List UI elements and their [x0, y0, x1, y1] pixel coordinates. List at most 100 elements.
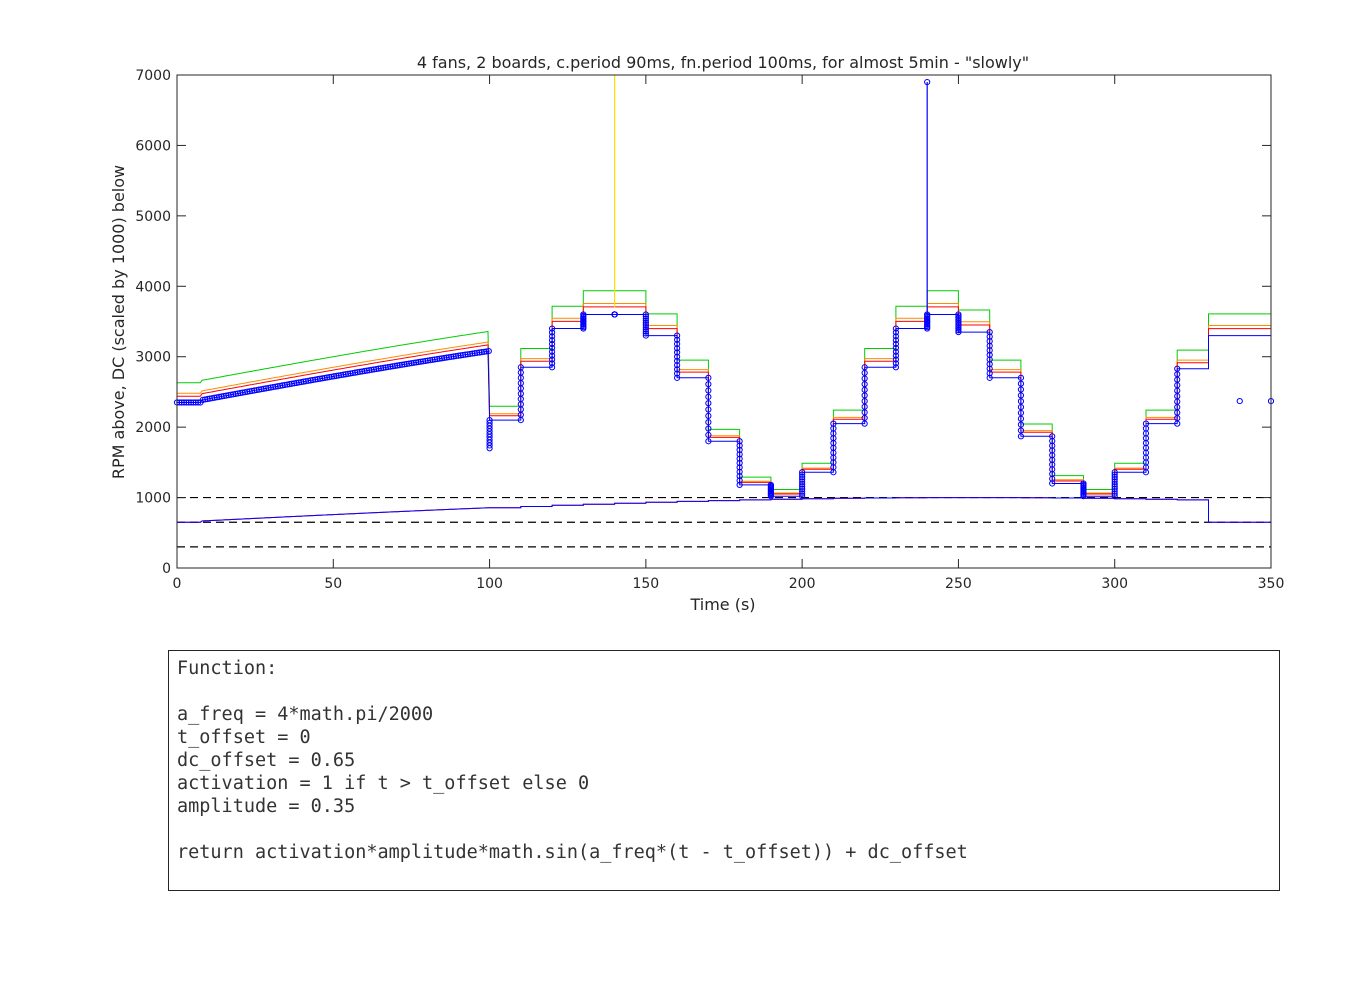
blue-marker	[548, 348, 556, 355]
y-tick-label: 0	[162, 561, 171, 577]
blue-marker	[736, 464, 743, 471]
blue-marker	[892, 340, 900, 348]
axes-box	[176, 74, 1272, 569]
series-blue-dc	[177, 497, 1271, 523]
code-line: Function:	[177, 658, 278, 679]
blue-marker	[736, 468, 743, 475]
blue-marker	[548, 344, 556, 352]
blue-marker	[892, 356, 900, 363]
blue-marker	[1111, 469, 1118, 476]
blue-marker	[736, 442, 743, 449]
blue-marker	[548, 325, 556, 332]
blue-marker	[705, 419, 712, 426]
blue-marker	[548, 329, 556, 336]
blue-marker	[892, 364, 900, 371]
blue-marker	[705, 381, 712, 388]
blue-marker	[1017, 386, 1025, 393]
blue-marker	[705, 400, 712, 407]
function-code-box: Function: a_freq = 4*math.pi/2000 t_offse…	[168, 650, 1280, 891]
x-tick-label: 0	[173, 576, 182, 592]
blue-marker	[642, 328, 649, 335]
blue-marker	[674, 374, 681, 381]
y-tick-label: 5000	[135, 209, 171, 225]
blue-marker	[986, 361, 993, 368]
blue-marker	[642, 332, 649, 339]
blue-marker	[642, 317, 649, 324]
blue-marker	[674, 357, 681, 365]
blue-marker	[767, 493, 774, 500]
blue-marker	[955, 328, 962, 336]
y-tick-label: 6000	[135, 138, 171, 154]
blue-marker	[892, 344, 900, 352]
blue-marker	[1017, 409, 1025, 417]
chart-title: 4 fans, 2 boards, c.period 90ms, fn.peri…	[417, 53, 1029, 72]
blue-marker	[674, 362, 681, 369]
blue-marker	[705, 431, 712, 438]
blue-marker	[736, 455, 743, 462]
blue-marker	[642, 324, 649, 331]
blue-marker	[892, 352, 900, 359]
blue-marker	[485, 348, 492, 355]
blue-marker	[642, 326, 649, 333]
y-tick-label: 4000	[135, 279, 171, 295]
blue-marker	[705, 387, 712, 394]
blue-marker	[986, 365, 993, 372]
blue-marker	[548, 340, 556, 348]
blue-marker	[642, 313, 649, 320]
blue-marker	[705, 425, 712, 432]
blue-marker	[183, 399, 190, 406]
blue-marker	[580, 311, 587, 318]
blue-marker	[1017, 398, 1025, 405]
blue-marker	[642, 330, 649, 337]
blue-marker	[674, 370, 681, 377]
blue-marker	[642, 311, 649, 318]
blue-marker	[674, 345, 681, 352]
blue-marker	[674, 349, 681, 356]
blue-marker	[548, 333, 556, 340]
blue-marker	[1017, 374, 1025, 381]
blue-marker	[986, 351, 993, 359]
blue-marker	[548, 364, 556, 371]
blue-marker	[736, 438, 743, 445]
code-line: t_offset = 0	[177, 727, 311, 748]
blue-marker	[1017, 421, 1025, 428]
blue-marker	[892, 360, 900, 367]
blue-marker	[1111, 471, 1118, 478]
code-line	[177, 818, 1279, 841]
blue-marker	[1017, 415, 1025, 422]
blue-marker	[180, 399, 188, 406]
blue-marker	[1017, 433, 1025, 440]
blue-marker	[799, 471, 806, 478]
blue-marker	[548, 337, 556, 344]
y-tick-label: 1000	[135, 491, 171, 507]
x-axis-label: Time (s)	[689, 595, 755, 614]
blue-marker	[1017, 427, 1025, 434]
blue-marker	[185, 399, 192, 406]
blue-marker	[986, 328, 993, 336]
blue-marker	[674, 336, 681, 343]
function-code: Function: a_freq = 4*math.pi/2000 t_offse…	[169, 651, 1279, 864]
blue-marker	[190, 399, 197, 406]
blue-marker	[736, 481, 743, 488]
blue-marker	[736, 473, 743, 480]
blue-marker	[486, 417, 493, 424]
blue-marker	[178, 399, 185, 406]
blue-marker	[924, 78, 931, 86]
blue-marker	[986, 338, 993, 345]
code-line: dc_offset = 0.65	[177, 750, 356, 771]
blue-marker	[986, 347, 993, 354]
code-line: activation = 1 if t > t_offset else 0	[177, 773, 590, 794]
blue-marker	[892, 333, 900, 340]
blue-marker	[1174, 365, 1181, 372]
y-tick-label: 3000	[135, 350, 171, 366]
blue-marker	[705, 406, 712, 413]
blue-marker	[674, 353, 681, 360]
blue-marker	[830, 420, 837, 427]
code-line	[177, 680, 1279, 703]
x-tick-label: 100	[476, 576, 503, 592]
blue-marker	[611, 311, 618, 318]
blue-marker	[892, 329, 900, 336]
blue-marker	[674, 332, 681, 339]
blue-marker	[892, 325, 900, 332]
blue-marker	[736, 451, 743, 458]
